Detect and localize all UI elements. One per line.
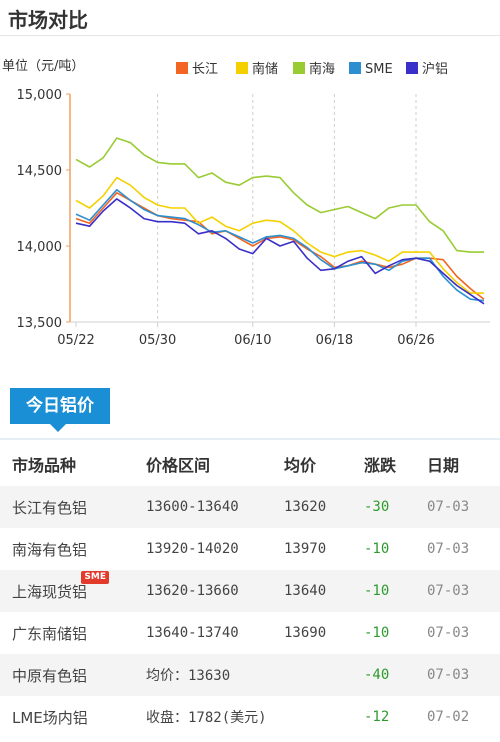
y-tick-label: 14,500 [17, 164, 63, 179]
series-line [75, 137, 484, 253]
price-change: -10 [364, 541, 390, 557]
x-tick-label: 05/22 [57, 333, 94, 348]
header-market: 市场品种 [0, 442, 146, 486]
legend-swatch [236, 62, 248, 74]
chart-grid [157, 94, 417, 322]
legend-label: SME [365, 62, 393, 77]
x-tick-label: 06/26 [397, 333, 434, 348]
price-range: 13620-13660 [146, 570, 284, 612]
price-change: -30 [364, 486, 427, 528]
sme-badge: SME [81, 570, 110, 584]
price-range: 收盘：1782(美元) [146, 710, 267, 726]
header-range: 价格区间 [146, 442, 284, 486]
legend-swatch [293, 62, 305, 74]
chart-series [75, 137, 485, 305]
price-date: 07-03 [427, 625, 470, 641]
series-line [75, 198, 485, 305]
table-row: 长江有色铝 13600-13640 13620 -30 07-03 [0, 486, 500, 528]
header-date: 日期 [427, 442, 500, 486]
price-range: 13920-14020 [146, 541, 239, 557]
chart-axes: 15,000 14,500 14,000 13,500 05/22 05/30 06/10 0… [17, 88, 490, 348]
section-header: 市场对比 [0, 0, 500, 36]
legend-label: 南海 [309, 61, 335, 77]
market-name[interactable]: 上海现货铝 [12, 582, 88, 601]
price-comparison-chart: 单位（元/吨） 长江 南储 南海 SME 沪铝 15,000 14,500 14,000 13… [0, 44, 500, 374]
legend-swatch [349, 62, 361, 74]
market-name-wrap: 上海现货铝 SME [12, 570, 110, 602]
y-unit-label: 单位（元/吨） [2, 59, 84, 74]
market-name-cell: 上海现货铝 SME [0, 570, 146, 612]
avg-price: 13970 [284, 541, 327, 557]
price-date: 07-02 [427, 709, 470, 725]
price-date: 07-03 [427, 570, 500, 612]
market-name[interactable]: 中原有色铝 [0, 654, 146, 696]
series-line [75, 176, 484, 294]
table-row: 南海有色铝 13920-14020 13970 -10 07-03 [0, 528, 500, 570]
price-change: -12 [364, 709, 390, 725]
legend-label: 南储 [252, 61, 278, 77]
market-name[interactable]: 南海有色铝 [12, 540, 88, 559]
price-range: 13640-13740 [146, 625, 239, 641]
x-tick-label: 06/18 [316, 333, 353, 348]
tab-bar: 今日铝价 [0, 388, 500, 440]
market-name[interactable]: 长江有色铝 [0, 486, 146, 528]
y-tick-label: 15,000 [17, 88, 63, 103]
header-avg: 均价 [284, 442, 364, 486]
price-date: 07-03 [427, 486, 500, 528]
avg-price: 13640 [284, 570, 364, 612]
price-date: 07-03 [427, 541, 470, 557]
price-date: 07-03 [427, 654, 500, 696]
price-range: 13600-13640 [146, 486, 284, 528]
legend-swatch [176, 62, 188, 74]
table-row: LME场内铝 收盘：1782(美元) -12 07-02 [0, 696, 500, 738]
price-range: 均价：13630 [146, 654, 364, 696]
avg-price: 13620 [284, 486, 364, 528]
chart-canvas: 单位（元/吨） 长江 南储 南海 SME 沪铝 15,000 14,500 14,000 13… [2, 59, 490, 348]
section-title: 市场对比 [8, 8, 88, 32]
x-tick-label: 05/30 [139, 333, 176, 348]
price-table: 市场品种 价格区间 均价 涨跌 日期 长江有色铝 13600-13640 136… [0, 442, 500, 738]
table-row: 中原有色铝 均价：13630 -40 07-03 [0, 654, 500, 696]
x-tick-label: 06/10 [234, 333, 271, 348]
table-row: 上海现货铝 SME 13620-13660 13640 -10 07-03 [0, 570, 500, 612]
price-change: -40 [364, 654, 427, 696]
legend-label: 沪铝 [422, 61, 448, 77]
market-name[interactable]: LME场内铝 [12, 708, 88, 727]
tab-today-price[interactable]: 今日铝价 [10, 388, 110, 424]
price-change: -10 [364, 625, 390, 641]
legend-swatch [406, 62, 418, 74]
chart-legend: 长江 南储 南海 SME 沪铝 [176, 61, 448, 77]
header-change: 涨跌 [364, 442, 427, 486]
y-tick-label: 14,000 [17, 240, 63, 255]
table-header-row: 市场品种 价格区间 均价 涨跌 日期 [0, 442, 500, 486]
price-change: -10 [364, 570, 427, 612]
market-name[interactable]: 广东南储铝 [12, 624, 88, 643]
table-row: 广东南储铝 13640-13740 13690 -10 07-03 [0, 612, 500, 654]
y-tick-label: 13,500 [17, 316, 63, 331]
avg-price: 13690 [284, 625, 327, 641]
tab-pointer [50, 424, 66, 432]
legend-label: 长江 [192, 62, 218, 77]
